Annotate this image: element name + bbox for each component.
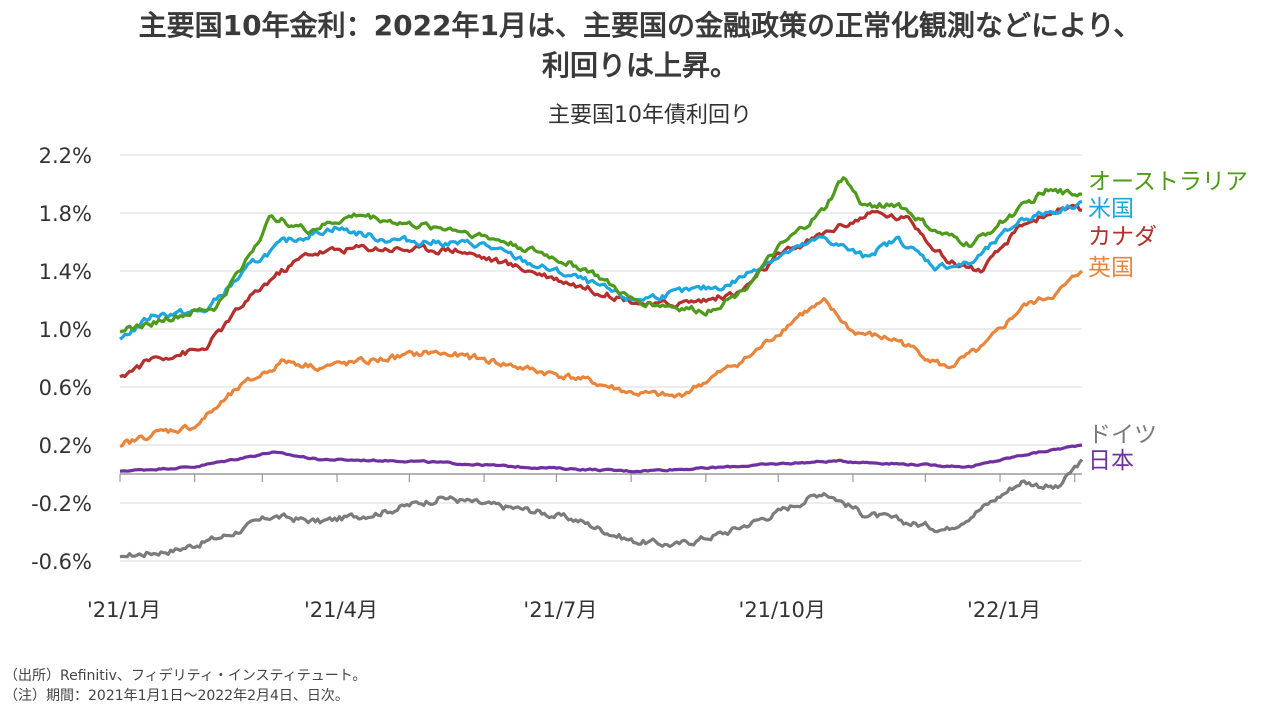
series-line (119, 269, 1084, 448)
series-line (119, 443, 1083, 474)
series-line (119, 203, 1082, 379)
footnotes: （出所）Refinitiv、フィデリティ・インスティテュート。 （注）期間：20… (4, 666, 366, 706)
x-tick-label: '22/1月 (967, 598, 1041, 622)
chart-title: 主要国10年債利回り (548, 103, 752, 128)
x-tick-label: '21/10月 (739, 598, 826, 622)
yield-line-chart: -0.6% -0.2% 0.2% 0.6% 1.0% 1.4% 1.8% 2.2% '21/1月… (31, 144, 1248, 622)
y-tick-label: 0.6% (39, 376, 92, 400)
x-tick-label: '21/1月 (87, 598, 161, 622)
y-tick-label: 1.8% (39, 202, 92, 226)
headline-line-1: 主要国10年金利：2022年1月は、主要国の金融政策の正常化観測などにより、 (138, 9, 1142, 42)
series-line (119, 199, 1083, 341)
series-label: ドイツ (1088, 422, 1157, 448)
series-line (119, 458, 1084, 559)
series-label: 日本 (1088, 448, 1134, 474)
x-tick-label: '21/4月 (304, 598, 378, 622)
y-tick-label: 1.0% (39, 318, 92, 342)
series-line (119, 176, 1083, 334)
x-tick-label: '21/7月 (523, 598, 597, 622)
y-tick-label: 0.2% (39, 434, 92, 458)
source-note: （出所）Refinitiv、フィデリティ・インスティテュート。 (4, 668, 367, 684)
y-tick-label: 1.4% (39, 260, 92, 284)
y-tick-label: 2.2% (39, 144, 92, 168)
y-tick-label: -0.6% (31, 550, 92, 574)
chart-headline: 主要国10年金利：2022年1月は、主要国の金融政策の正常化観測などにより、 利… (0, 6, 1280, 86)
series-label: オーストラリア (1088, 169, 1248, 195)
y-tick-label: -0.2% (31, 492, 92, 516)
series-label: カナダ (1088, 224, 1157, 250)
period-note: （注）期間：2021年1月1日～2022年2月4日、日次。 (4, 688, 349, 704)
series-label: 英国 (1088, 255, 1134, 281)
headline-line-2: 利回りは上昇。 (541, 49, 738, 82)
series-label: 米国 (1088, 196, 1134, 222)
